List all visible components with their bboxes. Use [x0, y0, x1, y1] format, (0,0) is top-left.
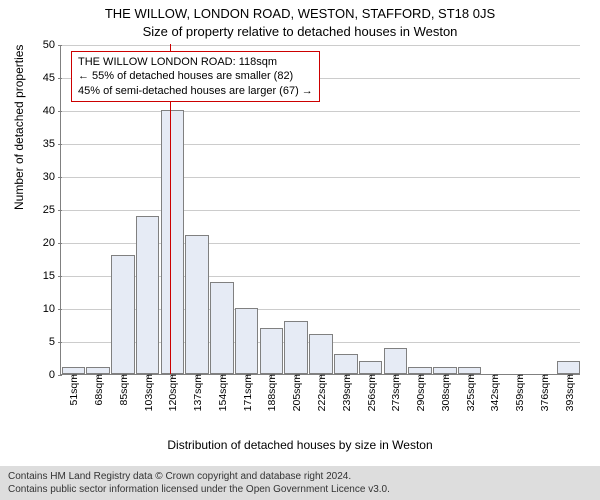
- x-tick-label: 308sqm: [438, 374, 452, 411]
- histogram-bar: [408, 367, 432, 374]
- histogram-bar: [557, 361, 581, 374]
- x-tick-label: 239sqm: [339, 374, 353, 411]
- x-tick-label: 359sqm: [512, 374, 526, 411]
- annotation-box: THE WILLOW LONDON ROAD: 118sqm ← 55% of …: [71, 51, 320, 102]
- annotation-line1: THE WILLOW LONDON ROAD: 118sqm: [78, 55, 313, 69]
- histogram-bar: [359, 361, 383, 374]
- x-tick-label: 222sqm: [314, 374, 328, 411]
- x-tick-label: 154sqm: [215, 374, 229, 411]
- x-tick-label: 171sqm: [240, 374, 254, 411]
- gridline: [61, 111, 580, 112]
- footer-line2: Contains public sector information licen…: [8, 483, 592, 496]
- y-tick: 50: [36, 39, 61, 51]
- gridline: [61, 45, 580, 46]
- y-tick: 20: [36, 237, 61, 249]
- x-tick-label: 342sqm: [487, 374, 501, 411]
- x-tick-label: 376sqm: [537, 374, 551, 411]
- chart-container: THE WILLOW, LONDON ROAD, WESTON, STAFFOR…: [0, 0, 600, 500]
- x-tick-label: 68sqm: [91, 374, 105, 406]
- histogram-bar: [235, 308, 259, 374]
- x-axis-label: Distribution of detached houses by size …: [0, 438, 600, 452]
- x-tick-label: 290sqm: [413, 374, 427, 411]
- x-tick-label: 393sqm: [562, 374, 576, 411]
- x-tick-label: 120sqm: [165, 374, 179, 411]
- chart-title: THE WILLOW, LONDON ROAD, WESTON, STAFFOR…: [0, 6, 600, 21]
- x-tick-label: 205sqm: [289, 374, 303, 411]
- y-tick: 35: [36, 138, 61, 150]
- histogram-bar: [185, 235, 209, 374]
- x-tick-label: 325sqm: [463, 374, 477, 411]
- gridline: [61, 210, 580, 211]
- histogram-bar: [210, 282, 234, 374]
- y-tick: 40: [36, 105, 61, 117]
- histogram-bar: [334, 354, 358, 374]
- y-tick: 15: [36, 270, 61, 282]
- x-tick-label: 103sqm: [141, 374, 155, 411]
- histogram-bar: [384, 348, 408, 374]
- x-tick-label: 137sqm: [190, 374, 204, 411]
- footer-line1: Contains HM Land Registry data © Crown c…: [8, 470, 592, 483]
- y-tick: 45: [36, 72, 61, 84]
- footer: Contains HM Land Registry data © Crown c…: [0, 466, 600, 500]
- y-tick: 5: [36, 336, 61, 348]
- histogram-bar: [284, 321, 308, 374]
- y-tick: 10: [36, 303, 61, 315]
- histogram-bar: [111, 255, 135, 374]
- plot-area: 0510152025303540455051sqm68sqm85sqm103sq…: [60, 45, 580, 375]
- y-axis-label: Number of detached properties: [12, 45, 26, 210]
- histogram-bar: [136, 216, 160, 374]
- y-tick: 25: [36, 204, 61, 216]
- y-tick: 0: [36, 369, 61, 381]
- annotation-line2: ← 55% of detached houses are smaller (82…: [78, 69, 313, 83]
- histogram-bar: [161, 110, 185, 374]
- x-tick-label: 51sqm: [66, 374, 80, 406]
- histogram-bar: [458, 367, 482, 374]
- chart-subtitle: Size of property relative to detached ho…: [0, 24, 600, 39]
- x-tick-label: 188sqm: [264, 374, 278, 411]
- x-tick-label: 256sqm: [364, 374, 378, 411]
- annotation-line3: 45% of semi-detached houses are larger (…: [78, 84, 313, 98]
- histogram-bar: [260, 328, 284, 374]
- histogram-bar: [433, 367, 457, 374]
- gridline: [61, 177, 580, 178]
- y-tick: 30: [36, 171, 61, 183]
- histogram-bar: [309, 334, 333, 374]
- gridline: [61, 144, 580, 145]
- x-tick-label: 85sqm: [116, 374, 130, 406]
- x-tick-label: 273sqm: [388, 374, 402, 411]
